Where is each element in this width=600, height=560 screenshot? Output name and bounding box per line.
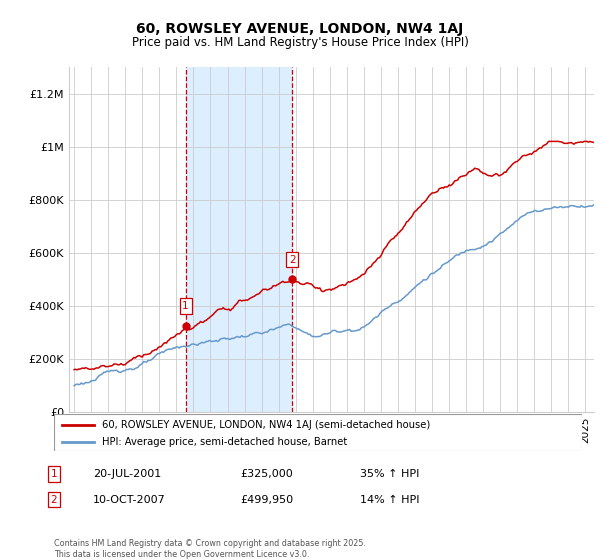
Text: Contains HM Land Registry data © Crown copyright and database right 2025.
This d: Contains HM Land Registry data © Crown c…: [54, 539, 366, 559]
Text: HPI: Average price, semi-detached house, Barnet: HPI: Average price, semi-detached house,…: [101, 437, 347, 447]
Text: 1: 1: [50, 469, 58, 479]
Text: Price paid vs. HM Land Registry's House Price Index (HPI): Price paid vs. HM Land Registry's House …: [131, 36, 469, 49]
FancyBboxPatch shape: [54, 414, 582, 451]
Text: 60, ROWSLEY AVENUE, LONDON, NW4 1AJ: 60, ROWSLEY AVENUE, LONDON, NW4 1AJ: [136, 22, 464, 36]
Text: 60, ROWSLEY AVENUE, LONDON, NW4 1AJ (semi-detached house): 60, ROWSLEY AVENUE, LONDON, NW4 1AJ (sem…: [101, 419, 430, 430]
Text: 1: 1: [182, 301, 189, 311]
Text: £499,950: £499,950: [240, 494, 293, 505]
Text: 2: 2: [289, 255, 295, 264]
Text: 35% ↑ HPI: 35% ↑ HPI: [360, 469, 419, 479]
Text: 14% ↑ HPI: 14% ↑ HPI: [360, 494, 419, 505]
Text: 10-OCT-2007: 10-OCT-2007: [93, 494, 166, 505]
Bar: [185, 67, 292, 412]
Text: 2: 2: [50, 494, 58, 505]
Text: £325,000: £325,000: [240, 469, 293, 479]
Text: 20-JUL-2001: 20-JUL-2001: [93, 469, 161, 479]
